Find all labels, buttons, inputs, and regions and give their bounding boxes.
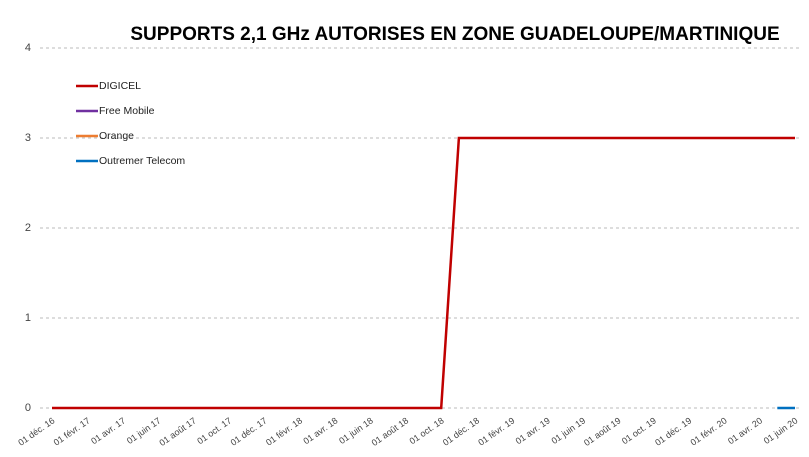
- series-line: [52, 136, 795, 410]
- y-tick-label: 2: [25, 222, 31, 234]
- legend-label: Orange: [99, 130, 134, 142]
- chart-title: SUPPORTS 2,1 GHz AUTORISES EN ZONE GUADE…: [130, 24, 779, 45]
- y-tick-label: 0: [25, 402, 31, 414]
- legend-label: Free Mobile: [99, 105, 155, 117]
- y-tick-label: 1: [25, 312, 31, 324]
- legend-label: DIGICEL: [99, 80, 141, 92]
- y-tick-label: 4: [25, 42, 31, 54]
- legend-label: Outremer Telecom: [99, 155, 185, 167]
- y-tick-label: 3: [25, 132, 31, 144]
